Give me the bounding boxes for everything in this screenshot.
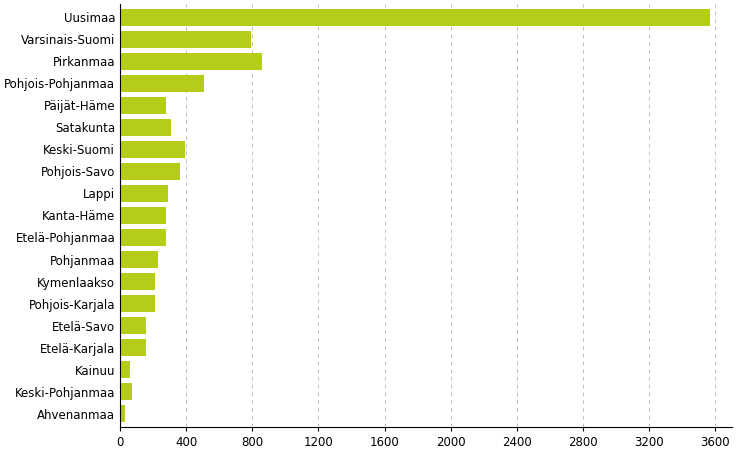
Bar <box>120 141 185 158</box>
Bar <box>120 405 125 422</box>
Bar <box>120 273 155 290</box>
Bar <box>120 75 205 92</box>
Bar <box>120 185 168 202</box>
Bar <box>120 383 132 400</box>
Bar <box>120 31 251 48</box>
Bar <box>120 119 171 136</box>
Bar <box>120 317 146 334</box>
Bar <box>120 9 710 26</box>
Bar <box>120 53 262 70</box>
Bar <box>120 229 166 246</box>
Bar <box>120 361 130 378</box>
Bar <box>120 295 155 312</box>
Bar <box>120 163 180 180</box>
Bar <box>120 207 166 224</box>
Bar <box>120 97 166 114</box>
Bar <box>120 339 146 356</box>
Bar <box>120 251 158 268</box>
